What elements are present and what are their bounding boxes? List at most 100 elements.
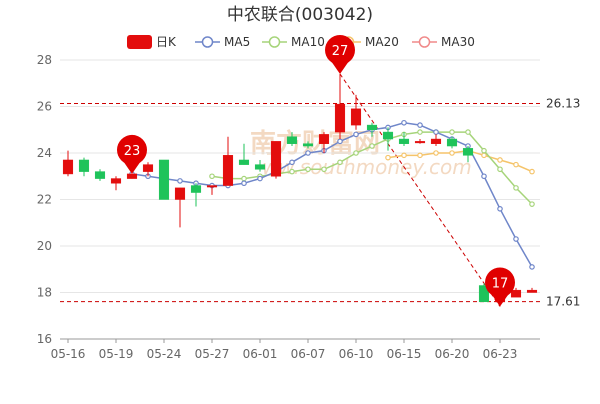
ma5-point — [481, 173, 487, 180]
candle-body — [222, 155, 234, 186]
ma10-point — [513, 185, 519, 191]
candle — [254, 159, 266, 172]
reference-lines: 26.13 17.61 — [60, 96, 580, 309]
price-marker: 23 — [117, 134, 147, 174]
ma10-point — [417, 129, 423, 135]
ma10-point — [481, 147, 487, 154]
legend-swatch-dot — [418, 36, 431, 48]
x-tick-label: 05-16 — [51, 347, 86, 361]
y-tick-label: 20 — [37, 239, 52, 253]
candle — [302, 141, 314, 149]
ma20-point — [481, 152, 487, 159]
ma10-point — [497, 166, 503, 173]
ma5-point — [177, 178, 183, 184]
ma10-point — [369, 143, 375, 149]
marker-bubble — [117, 134, 147, 165]
ma10-point — [337, 159, 343, 166]
ma5-point — [497, 206, 503, 212]
ma20-point — [513, 161, 519, 168]
y-axis: 16 18 20 22 24 26 28 — [37, 53, 52, 346]
legend: 日K MA5 MA10 MA20 MA30 — [127, 35, 475, 49]
ma10-point — [353, 150, 359, 156]
ma5-point — [337, 138, 343, 145]
candle-body — [62, 159, 74, 175]
candle-body — [158, 159, 170, 200]
ma5-point — [305, 150, 311, 156]
candle — [286, 132, 298, 147]
candle-body — [462, 148, 474, 156]
candle-body — [270, 141, 282, 177]
candle — [206, 185, 218, 195]
ma10-point — [289, 168, 295, 175]
candle-body — [110, 178, 122, 184]
ma20-point — [433, 150, 439, 156]
ma5-point — [289, 159, 295, 166]
candle — [414, 139, 426, 144]
candle — [174, 187, 186, 228]
grid — [60, 59, 540, 340]
candle — [510, 287, 522, 298]
price-marker: 27 — [325, 34, 355, 74]
legend-swatch-dot — [201, 36, 214, 48]
marker-label: 17 — [492, 276, 509, 291]
candle — [446, 136, 458, 149]
candle-body — [142, 164, 154, 172]
reference-line-label: 26.13 — [546, 96, 580, 110]
y-tick-label: 16 — [37, 332, 52, 346]
ma20-point — [497, 157, 503, 163]
ma20-point — [401, 152, 407, 159]
x-tick-label: 06-07 — [291, 347, 326, 361]
ma10-point — [321, 166, 327, 173]
x-tick-label: 06-15 — [387, 347, 422, 361]
candle-body — [366, 124, 378, 130]
ma20-line — [387, 149, 533, 173]
candle-body — [318, 134, 330, 144]
ma10-point — [305, 166, 311, 173]
candle — [478, 283, 490, 303]
price-markers: 23 27 17 — [117, 34, 515, 307]
candle-body — [446, 138, 458, 147]
legend-swatch-dot — [268, 36, 281, 48]
candle — [62, 150, 74, 177]
x-tick-label: 06-23 — [483, 347, 518, 361]
ma5-point — [241, 180, 247, 187]
candle-body — [350, 108, 362, 126]
candle-body — [174, 187, 186, 200]
ma10-point — [209, 173, 215, 180]
moving-average-lines — [129, 119, 535, 270]
x-tick-label: 05-19 — [99, 347, 134, 361]
ma10-point — [529, 201, 535, 207]
candle-body — [254, 164, 266, 170]
x-tick-label: 05-27 — [195, 347, 230, 361]
legend-swatch — [127, 35, 152, 49]
x-tick-label: 05-24 — [147, 347, 182, 361]
candle-body — [206, 185, 218, 188]
legend-item-k: 日K — [127, 35, 177, 49]
candle — [142, 162, 154, 177]
legend-label: 日K — [156, 35, 177, 49]
candle — [238, 143, 250, 165]
y-tick-label: 26 — [37, 100, 52, 114]
candle-body — [334, 103, 346, 133]
ma10-point — [241, 175, 247, 182]
y-tick-label: 18 — [37, 286, 52, 300]
trend-line — [339, 73, 501, 307]
marker-label: 27 — [332, 44, 349, 59]
candle-body — [126, 173, 138, 179]
candle — [382, 127, 394, 151]
candle — [526, 287, 538, 293]
candle-body — [478, 285, 490, 303]
candle — [158, 159, 170, 200]
candle-body — [238, 159, 250, 165]
legend-label: MA30 — [441, 35, 475, 49]
y-tick-label: 28 — [37, 53, 52, 67]
candle-body — [510, 289, 522, 298]
legend-label: MA20 — [365, 35, 399, 49]
candle — [222, 136, 234, 186]
candle — [78, 157, 90, 177]
marker-bubble — [325, 34, 355, 65]
chart-title: 中农联合(003042) — [227, 5, 373, 25]
ma5-point — [529, 264, 535, 270]
